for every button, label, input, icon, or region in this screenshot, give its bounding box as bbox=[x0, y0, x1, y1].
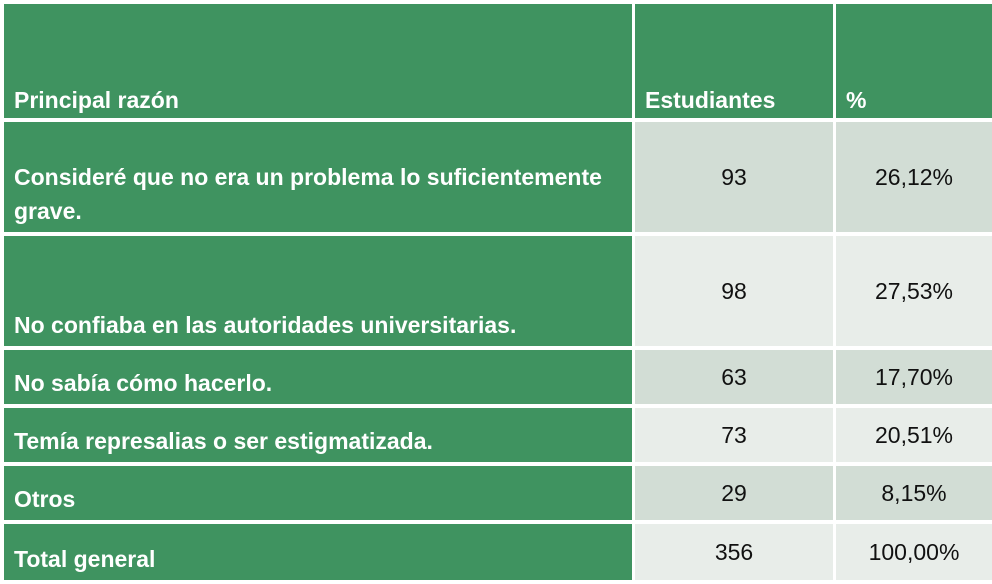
row-students: 29 bbox=[635, 466, 833, 520]
row-percent: 20,51% bbox=[836, 408, 992, 462]
total-students: 356 bbox=[635, 524, 833, 580]
total-percent: 100,00% bbox=[836, 524, 992, 580]
row-percent: 26,12% bbox=[836, 122, 992, 232]
row-students: 98 bbox=[635, 236, 833, 346]
row-students: 63 bbox=[635, 350, 833, 404]
row-reason: Temía represalias o ser estigmatizada. bbox=[4, 408, 632, 462]
row-students: 73 bbox=[635, 408, 833, 462]
row-students: 93 bbox=[635, 122, 833, 232]
header-percent: % bbox=[836, 4, 992, 118]
row-percent: 27,53% bbox=[836, 236, 992, 346]
total-label: Total general bbox=[4, 524, 632, 580]
data-table: Principal razón Estudiantes % Consideré … bbox=[4, 4, 992, 580]
row-reason: No confiaba en las autoridades universit… bbox=[4, 236, 632, 346]
header-reason: Principal razón bbox=[4, 4, 632, 118]
row-percent: 17,70% bbox=[836, 350, 992, 404]
row-reason: No sabía cómo hacerlo. bbox=[4, 350, 632, 404]
row-reason: Consideré que no era un problema lo sufi… bbox=[4, 122, 632, 232]
row-percent: 8,15% bbox=[836, 466, 992, 520]
header-students: Estudiantes bbox=[635, 4, 833, 118]
row-reason: Otros bbox=[4, 466, 632, 520]
